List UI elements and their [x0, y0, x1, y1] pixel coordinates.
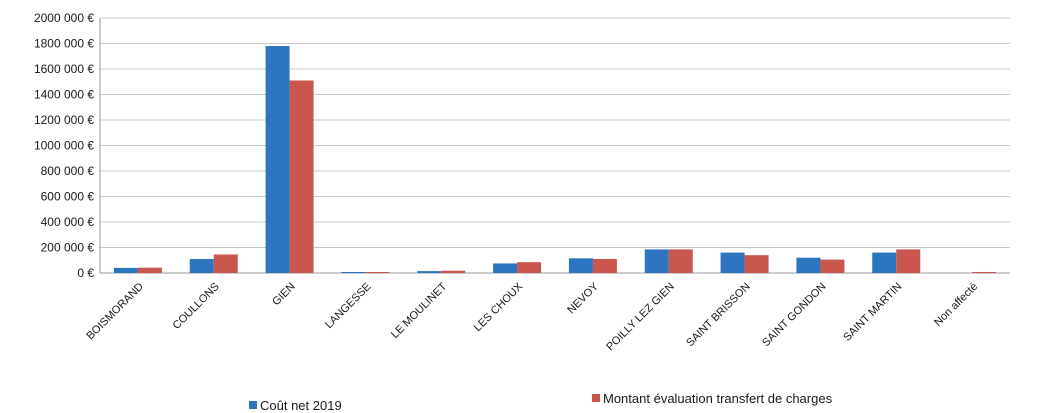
- x-tick-label: SAINT BRISSON: [684, 281, 752, 349]
- y-tick-label: 1800 000 €: [34, 37, 94, 51]
- bar-cout-net: [493, 263, 518, 273]
- bar-cout-net: [872, 252, 897, 273]
- axes: [99, 18, 1010, 274]
- bars: [113, 46, 997, 273]
- x-tick-label: COULLONS: [171, 281, 222, 332]
- x-tick-label: POILLY LEZ GIEN: [604, 281, 677, 354]
- bar-cout-net: [796, 257, 821, 273]
- bar-cout-net: [568, 258, 593, 273]
- x-tick-label: GIEN: [270, 281, 298, 309]
- bar-montant-evaluation: [517, 262, 542, 273]
- bar-cout-net: [720, 252, 745, 273]
- x-tick-label: SAINT GONDON: [760, 281, 828, 349]
- y-tick-label: 800 000 €: [41, 164, 95, 178]
- legend-label-cout-net: Coût net 2019: [260, 398, 342, 413]
- x-tick-label: LANGESSE: [323, 281, 373, 331]
- bar-montant-evaluation: [972, 271, 997, 273]
- y-tick-label: 1600 000 €: [34, 62, 94, 76]
- x-tick-label: Non affecté: [932, 281, 980, 329]
- legend-swatch-montant-evaluation: [592, 394, 600, 402]
- legend-label-montant-evaluation: Montant évaluation transfert de charges: [603, 391, 833, 406]
- x-tick-label: NEVOY: [565, 280, 601, 316]
- y-tick-label: 2000 000 €: [34, 11, 94, 25]
- bar-cout-net: [644, 249, 669, 273]
- bar-montant-evaluation: [820, 259, 845, 273]
- legend: Coût net 2019 Montant évaluation transfe…: [249, 391, 833, 413]
- y-tick-label: 400 000 €: [41, 215, 95, 229]
- bar-montant-evaluation: [441, 270, 466, 273]
- x-tick-label: SAINT MARTIN: [841, 281, 904, 344]
- bar-montant-evaluation: [668, 249, 693, 273]
- x-tick-label: LE MOULINET: [389, 280, 450, 341]
- x-tick-label: LES CHOUX: [472, 280, 526, 334]
- bar-cout-net: [341, 272, 366, 273]
- y-tick-label: 200 000 €: [41, 241, 95, 255]
- y-tick-label: 1400 000 €: [34, 88, 94, 102]
- bar-montant-evaluation: [744, 255, 769, 273]
- y-tick-label: 0 €: [77, 266, 94, 280]
- y-tick-label: 1000 000 €: [34, 139, 94, 153]
- bar-montant-evaluation: [213, 254, 238, 273]
- bar-cout-net: [417, 271, 442, 273]
- bar-cout-net: [113, 267, 138, 273]
- bar-montant-evaluation: [592, 258, 617, 273]
- bar-montant-evaluation: [289, 80, 314, 273]
- bar-montant-evaluation: [896, 249, 921, 273]
- y-axis-tick-labels: 0 € 200 000 € 400 000 € 600 000 € 800 000 € 1…: [34, 11, 94, 280]
- y-tick-label: 1200 000 €: [34, 113, 94, 127]
- bar-montant-evaluation: [365, 272, 390, 273]
- gridlines: [100, 17, 1010, 274]
- bar-cout-net: [189, 258, 214, 273]
- x-axis-tick-labels: BOISMORAND COULLONS GIEN LANGESSE LE MOULINE…: [84, 280, 980, 353]
- legend-swatch-cout-net: [249, 401, 257, 409]
- x-tick-label: BOISMORAND: [84, 281, 146, 343]
- bar-montant-evaluation: [137, 267, 162, 273]
- bar-cout-net: [265, 46, 290, 273]
- y-tick-label: 600 000 €: [41, 190, 95, 204]
